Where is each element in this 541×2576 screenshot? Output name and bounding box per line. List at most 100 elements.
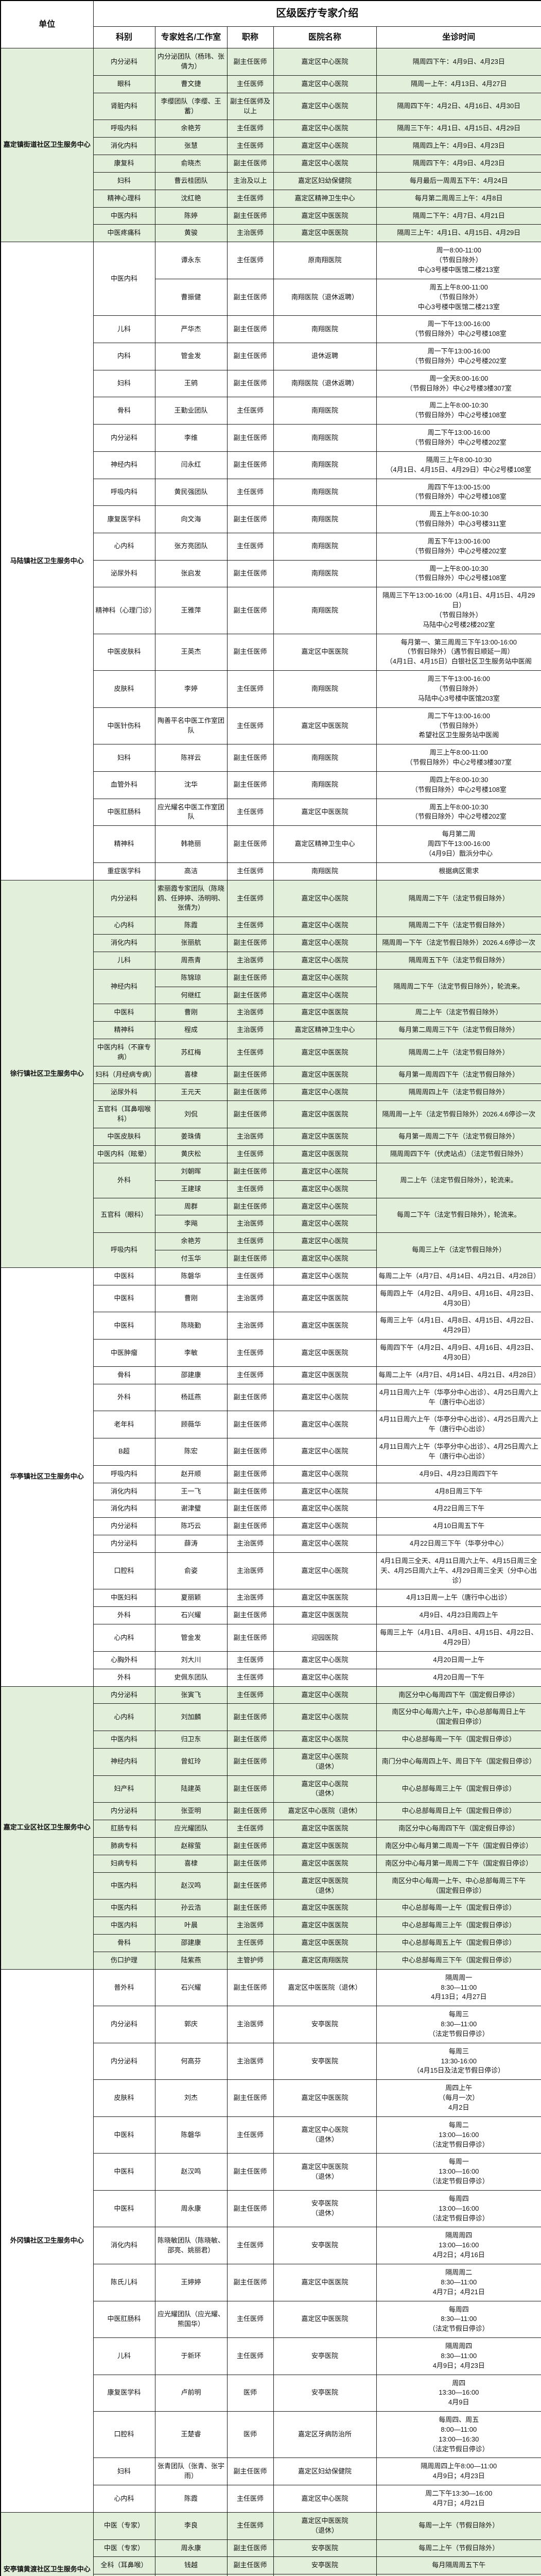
time-cell: 每周四上午（4月2日、4月9日、4月16日、4月23日、4月30日） [376, 1284, 541, 1313]
time-cell: 每周一 13:00—16:00 （法定节假日停诊） [376, 2153, 541, 2191]
hospital-cell: 嘉定区中医医院 [273, 1854, 377, 1873]
time-cell: 南门分中心每周四上午、周日下午（国定假日停诊） [376, 1748, 541, 1776]
table-row: 中医皮肤科 姜珠倩 主治医师 嘉定区中医医院 每月第一周周二下午（法定节假日除外） [1, 1128, 541, 1146]
time-cell: 周五下午13:00-16:00 （节假日除外）中心2号楼202室 [376, 532, 541, 561]
hospital-cell: 嘉定区妇幼保健院 [273, 2458, 377, 2486]
title-cell: 主任医师 [226, 2300, 274, 2338]
expert-name-cell: 王勤业团队 [154, 397, 228, 425]
dept-cell: 消化内科 [93, 137, 155, 156]
dept-cell: 中医科 [93, 1004, 155, 1022]
time-cell: 南区分中心每周六上午，中心总部每周日上午 （国定假日停诊） [376, 1703, 541, 1732]
time-cell: 周二下午13:00-16:00 （节假日除外）中心2号楼202室 [376, 424, 541, 452]
expert-name-cell: 王楚睿 [154, 2411, 228, 2459]
title-cell: 副主任医师 [226, 1197, 274, 1216]
title-cell: 主任医师 [226, 478, 274, 506]
table-row: 心内科 陈霞 主任医师 嘉定区中心医院 隔周周二下午（法定节假日除外） [1, 917, 541, 935]
dept-cell: 中医科 [93, 2190, 155, 2228]
title-cell: 主管护师 [226, 1951, 274, 1970]
table-row: 康复科 俞晓杰 副主任医师 嘉定区中心医院 隔周四下午：4月9日、4月23日 [1, 155, 541, 173]
title-cell: 主治医师 [226, 1312, 274, 1340]
table-row: 外科 刘朝晖 副主任医师 嘉定区中心医院 周二上午（法定节假日除外），轮流来。 [1, 1162, 541, 1198]
time-cell: 4月11日周六上午（华亭分中心出诊）、4月25日周六上午（唐行中心出诊） [376, 1438, 541, 1466]
dept-cell: 内分泌科 [93, 48, 155, 76]
title-cell: 主任医师 [226, 1232, 274, 1251]
expert-name-cell: 李维 [154, 424, 228, 452]
expert-name-cell: 俞姿 [154, 1552, 228, 1590]
title-cell: 主治医师 [226, 1589, 274, 1607]
title-cell: 主治医师 [226, 1004, 274, 1022]
hospital-cell: 嘉定区中心医院 [273, 155, 377, 173]
title-cell: 主任医师 [226, 1267, 274, 1285]
expert-name-cell: 赵汉鸣 [154, 1872, 228, 1900]
expert-name-cell: 郭庆 [154, 2006, 228, 2043]
time-cell: 每月第二周周三下午（法定节假日除外） [376, 1021, 541, 1040]
time-cell: 中心总部每周五上午（国定假日停诊） [376, 1934, 541, 1952]
table-row: 骨科 邵建康 主任医师 嘉定区中医医院 每周二上午（4月7日、4月14日、4月21日、4… [1, 1366, 541, 1384]
table-row: 中医疼痛科 黄骏 主治医师 嘉定区中医医院 隔周三上午：4月1日、4月15日、4月29日 [1, 224, 541, 243]
hospital-cell: 嘉定区中心医院 （退休） [273, 1775, 377, 1803]
hospital-cell: 嘉定区中心医院 [273, 879, 377, 918]
title-cell: 主任医师 [226, 1934, 274, 1952]
title-cell: 副主任医师 [226, 986, 274, 1005]
dept-cell: 陈氏儿科 [93, 2263, 155, 2301]
title-cell: 副主任医师 [226, 1517, 274, 1536]
time-cell: 隔周一上午：4月13日、4月27日 [376, 75, 541, 93]
time-cell: 每周二上午（4月7日、4月14日、4月21日、4月28日） [376, 1366, 541, 1384]
time-cell: 中心总部每周三下午（国定假日停诊） [376, 1951, 541, 1970]
dept-cell: 中医科 [93, 2116, 155, 2154]
title-cell: 主任医师 [226, 1180, 274, 1198]
title-cell: 主任医师 [226, 1366, 274, 1384]
dept-cell: 全科（耳鼻喉） [93, 2556, 155, 2575]
dept-cell: 呼吸内科 [93, 1232, 155, 1268]
dept-cell: 口腔科 [93, 1552, 155, 1590]
expert-name-cell: 黄骏 [154, 224, 228, 243]
time-cell: 隔周四下午：4月9日、4月23日 [376, 48, 541, 76]
table-row: 口腔科 俞姿 主治医师 嘉定区中心医院 4月1日周三全天、4月11日周六上午、4月15日… [1, 1552, 541, 1590]
hospital-cell: 南翔医院 [273, 771, 377, 799]
expert-name-cell: 曹文捷 [154, 75, 228, 93]
time-cell: 4月22日周三下午 [376, 1500, 541, 1518]
hospital-cell: 嘉定区中心医院 [273, 1180, 377, 1198]
title-cell: 主任医师 [226, 2337, 274, 2375]
expert-name-cell: 曹刚 [154, 1004, 228, 1022]
hospital-cell: 嘉定区中医医院 [273, 1145, 377, 1163]
expert-name-cell: 姜珠倩 [154, 1128, 228, 1146]
expert-name-cell: 陈晓勤 [154, 1312, 228, 1340]
time-cell: 每周三 13:30-16:00 （4月15日及法定节假日停诊） [376, 2042, 541, 2080]
time-cell: 每周二 13:00—16:00 （法定节假日停诊） [376, 2116, 541, 2154]
title-cell: 副主任医师 [226, 1411, 274, 1439]
time-cell: 每周三 8:30—11:00 （法定节假日停诊） [376, 2006, 541, 2043]
time-cell: 4月9日、4月23日周四下午 [376, 1465, 541, 1483]
hospital-cell: 嘉定区中医医院 [273, 1366, 377, 1384]
dept-cell: 中医内科（眩晕） [93, 1145, 155, 1163]
expert-name-cell: 应光耀团队 [154, 1820, 228, 1838]
dept-cell: 中医皮肤科 [93, 633, 155, 671]
table-row: 马陆镇社区卫生服务中心 中医内科 谭永东 主任医师 原南翔医院 周一8:00-11:00 … [0, 242, 541, 880]
time-cell: 4月11日周六上午（华亭分中心出诊）、4月25日周六上午（唐行中心出诊） [376, 1411, 541, 1439]
table-row: 眼科 曹文捷 主任医师 嘉定区中心医院 隔周一上午：4月13日、4月27日 [1, 75, 541, 93]
dept-cell: 神经内科 [93, 451, 155, 479]
title-cell: 副主任医师 [226, 207, 274, 225]
title-cell: 主任医师 [226, 917, 274, 935]
table-row: 骨科 邵建康 主任医师 嘉定区中医医院 中心总部每周五上午（国定假日停诊） [1, 1934, 541, 1952]
title-cell: 副主任医师 [226, 1731, 274, 1749]
dept-cell: 肛肠专科 [93, 1820, 155, 1838]
title-cell: 主治医师 [226, 1215, 274, 1233]
title-cell: 副主任医师 [226, 1775, 274, 1803]
time-cell: 每周四下午（4月2日、4月9日、4月16日、4月23日、4月30日） [376, 1339, 541, 1367]
dept-cell: 中医肛肠科 [93, 798, 155, 826]
hospital-cell: 嘉定区中医医院 [273, 1589, 377, 1607]
title-cell: 主任医师 [226, 242, 274, 279]
table-row: 妇科 陈祥云 副主任医师 南翔医院 周三上午8:00-11:00 （节假日除外）中心2号… [1, 744, 541, 772]
dept-cell: 精神科（心理门诊） [93, 587, 156, 634]
title-cell: 副主任医师 [226, 424, 274, 452]
time-cell: 每周四 13:00—16:00 （法定节假日停诊） [376, 2190, 541, 2228]
dept-cell: 内分泌科 [93, 2042, 155, 2080]
time-cell: 隔周周二下午（法定节假日除外） [376, 917, 541, 935]
time-cell: 南区分中心每月第一周周二下午（国定假日停诊） [376, 1854, 541, 1873]
title-cell: 副主任医师 [226, 2458, 274, 2486]
table-row: 中医内科（眩晕） 黄庆松 主任医师 嘉定区中医医院 隔周周四下午（伏虎站点）（法定节假日… [1, 1145, 541, 1163]
time-cell: 每月最后一周周五下午：4月24日 [376, 172, 541, 190]
time-cell: 中心总部每周日上午（国定假日停诊） [376, 1802, 541, 1821]
time-cell: 中心总部每周一上午（国定假日停诊） [376, 1899, 541, 1918]
